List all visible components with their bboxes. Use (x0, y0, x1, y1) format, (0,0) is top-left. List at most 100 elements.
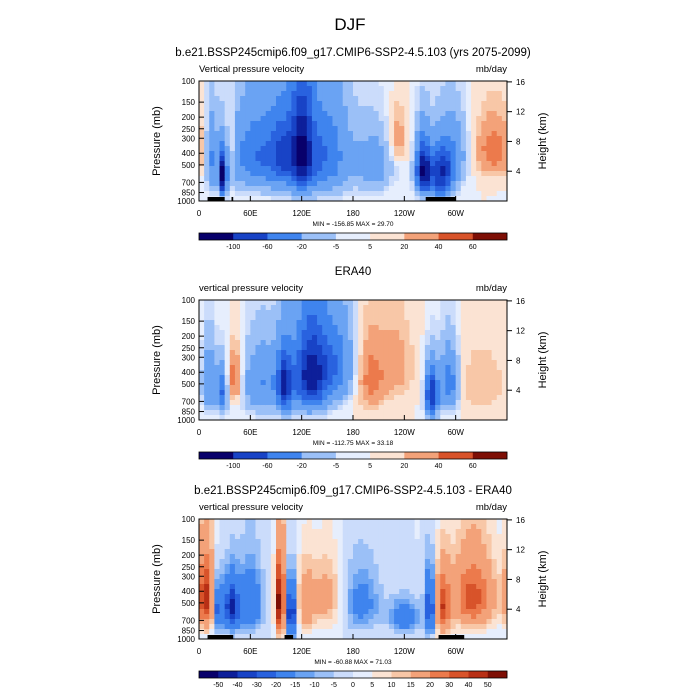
heatmap-cell (219, 415, 226, 421)
heatmap-cell (465, 315, 472, 321)
heatmap-cell (229, 589, 236, 595)
heatmap-cell (465, 539, 472, 545)
heatmap-cell (224, 395, 231, 401)
heatmap-cell (378, 320, 385, 326)
heatmap-cell (455, 380, 462, 386)
heatmap-cell (460, 410, 467, 416)
heatmap-cell (204, 325, 210, 331)
heatmap-cell (476, 325, 482, 331)
heatmap-cell (229, 350, 236, 356)
heatmap-cell (399, 136, 405, 142)
heatmap-cell (486, 131, 492, 137)
heatmap-cell (368, 385, 374, 391)
heatmap-cell (419, 519, 426, 525)
heatmap-cell (404, 181, 410, 187)
heatmap-cell (337, 146, 344, 152)
heatmap-cell (394, 519, 400, 525)
heatmap-cell (255, 370, 261, 376)
heatmap-cell (204, 81, 210, 87)
heatmap-cell (491, 415, 498, 421)
heatmap-cell (481, 116, 487, 122)
heatmap-cell (281, 524, 287, 530)
heatmap-cell (342, 320, 349, 326)
heatmap-cell (214, 544, 220, 550)
heatmap-cell (270, 166, 277, 172)
heatmap-cell (229, 604, 236, 610)
heatmap-cell (394, 86, 400, 92)
heatmap-cell (337, 634, 344, 640)
heatmap-cell (460, 559, 467, 565)
heatmap-cell (399, 594, 405, 600)
heatmap-cell (358, 549, 364, 555)
heatmap-cell (291, 524, 297, 530)
heatmap-cell (224, 300, 231, 306)
heatmap-cell (250, 116, 256, 122)
heatmap-cell (445, 305, 451, 311)
heatmap-cell (383, 181, 390, 187)
heatmap-cell (204, 186, 210, 192)
heatmap-cell (240, 121, 246, 127)
heatmap-cell (460, 564, 467, 570)
heatmap-cell (224, 96, 231, 102)
heatmap-cell (414, 554, 421, 560)
heatmap-cell (445, 589, 451, 595)
heatmap-cell (404, 106, 410, 112)
heatmap-cell (435, 569, 441, 575)
heatmap-cell (496, 320, 503, 326)
heatmap-cell (471, 151, 477, 157)
heatmap-cell (481, 181, 487, 187)
heatmap-cell (347, 350, 354, 356)
heatmap-cell (491, 529, 498, 535)
colorbar-swatch (333, 671, 354, 678)
heatmap-cell (486, 619, 492, 625)
heatmap-cell (445, 360, 451, 366)
heatmap-cell (409, 584, 415, 590)
heatmap-cell (219, 614, 226, 620)
heatmap-cell (306, 609, 313, 615)
heatmap-cell (199, 315, 205, 321)
heatmap-cell (276, 554, 282, 560)
heatmap-cell (353, 589, 359, 595)
heatmap-cell (250, 554, 256, 560)
lon-tick-label: 0 (197, 209, 202, 218)
heatmap-cell (363, 171, 369, 177)
heatmap-cell (388, 589, 395, 595)
heatmap-cell (240, 315, 246, 321)
heatmap-cell (465, 320, 472, 326)
heatmap-cell (404, 564, 410, 570)
heatmap-cell (368, 141, 374, 147)
heatmap-cell (358, 101, 364, 107)
heatmap-cell (204, 559, 210, 565)
heatmap-cell (281, 300, 287, 306)
heatmap-cell (399, 355, 405, 361)
heatmap-cell (281, 564, 287, 570)
heatmap-cell (476, 604, 482, 610)
heatmap-cell (260, 350, 267, 356)
heatmap-cell (332, 415, 338, 421)
heatmap-cell (347, 410, 354, 416)
heatmap-cell (373, 300, 380, 306)
heatmap-cell (455, 181, 462, 187)
heatmap-cell (363, 534, 369, 540)
heatmap-cell (306, 634, 313, 640)
heatmap-cell (363, 116, 369, 122)
heatmap-cell (229, 629, 236, 635)
colorbar-label: 15 (407, 682, 415, 689)
heatmap-cell (214, 619, 220, 625)
heatmap-cell (311, 400, 318, 406)
heatmap-cell (450, 554, 457, 560)
colorbar-swatch (295, 671, 315, 678)
heatmap-cell (270, 310, 277, 316)
heatmap-cell (414, 390, 421, 396)
heatmap-cell (460, 380, 467, 386)
heatmap-cell (281, 350, 287, 356)
heatmap-cell (322, 350, 328, 356)
heatmap-cell (491, 106, 498, 112)
heatmap-cell (240, 524, 246, 530)
heatmap-cell (281, 156, 287, 162)
heatmap-cell (291, 186, 297, 192)
heatmap-cell (234, 171, 241, 177)
heatmap-cell (214, 405, 220, 411)
heatmap-cell (250, 141, 256, 147)
heatmap-cell (214, 594, 220, 600)
